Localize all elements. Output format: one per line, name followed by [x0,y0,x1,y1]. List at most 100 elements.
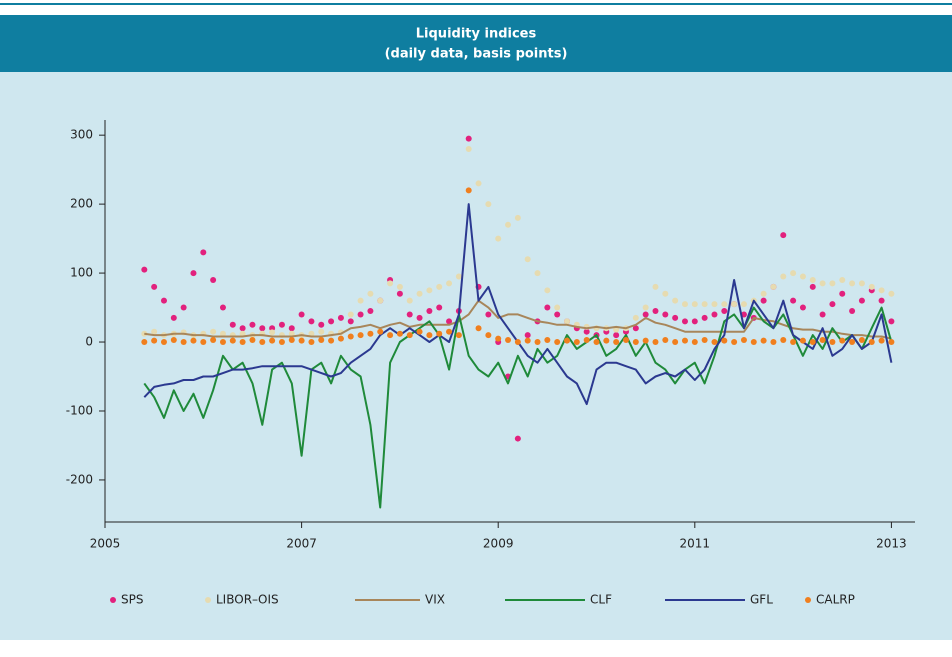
data-point [878,337,885,344]
data-point [190,337,197,344]
data-point [632,339,639,346]
data-point [514,339,521,346]
data-point [554,304,561,311]
data-point [790,297,797,304]
data-point [308,318,315,325]
data-point [809,276,816,283]
legend-label: VIX [425,593,445,607]
data-point [721,337,728,344]
data-point [387,332,394,339]
data-point [278,339,285,346]
data-point [436,283,443,290]
data-point [554,339,561,346]
top-rule [0,3,952,5]
data-point [858,297,865,304]
data-point [819,311,826,318]
data-point [446,280,453,287]
data-point [298,337,305,344]
data-point [691,318,698,325]
data-point [249,336,256,343]
data-point [259,325,266,332]
y-tick-label: 200 [70,197,93,211]
data-point [219,304,226,311]
data-point [357,311,364,318]
data-point [288,336,295,343]
data-point [151,328,158,335]
data-point [387,280,394,287]
data-point [564,337,571,344]
x-tick-label: 2005 [90,537,121,551]
data-point [701,301,708,308]
data-point [868,283,875,290]
data-point [740,301,747,308]
data-point [681,318,688,325]
data-point [239,330,246,337]
data-point [269,337,276,344]
data-point [367,330,374,337]
data-point [544,304,551,311]
series-line [143,306,893,509]
data-point [170,336,177,343]
data-point [534,270,541,277]
data-point [505,336,512,343]
data-point [475,325,482,332]
data-point [799,304,806,311]
data-point [613,326,620,333]
data-point [564,318,571,325]
data-point [524,256,531,263]
chart-subtitle: (daily data, basis points) [385,47,568,62]
data-point [318,328,325,335]
data-point [357,332,364,339]
legend-marker [205,597,211,603]
data-point [672,314,679,321]
data-point [691,339,698,346]
legend-label: CALRP [816,593,855,607]
data-point [308,339,315,346]
data-point [396,283,403,290]
data-point [583,328,590,335]
data-point [269,325,276,332]
data-point [701,336,708,343]
legend-label: SPS [121,593,143,607]
legend: SPS LIBOR–OIS VIX CLF GFL CALRP [110,593,855,607]
data-point [632,325,639,332]
data-point [160,297,167,304]
data-point [475,180,482,187]
data-point [180,304,187,311]
data-point [298,311,305,318]
data-point [377,297,384,304]
legend-label: GFL [750,593,773,607]
data-point [662,311,669,318]
legend-marker [805,597,811,603]
data-point [524,332,531,339]
data-point [868,339,875,346]
data-point [337,314,344,321]
x-tick-label: 2011 [680,537,711,551]
data-point [514,435,521,442]
data-point [328,318,335,325]
data-point [465,187,472,194]
data-point [849,280,856,287]
data-point [849,308,856,315]
data-point [485,311,492,318]
data-point [534,339,541,346]
data-point [652,283,659,290]
data-point [416,328,423,335]
data-point [367,308,374,315]
data-point [888,318,895,325]
data-point [731,339,738,346]
data-point [347,318,354,325]
data-point [455,332,462,339]
data-point [318,336,325,343]
data-point [239,339,246,346]
data-point [239,325,246,332]
data-point [878,287,885,294]
data-point [485,201,492,208]
legend-label: CLF [590,593,612,607]
data-point [662,336,669,343]
data-point [396,290,403,297]
data-point [396,330,403,337]
data-point [583,336,590,343]
plot-area [141,135,895,509]
